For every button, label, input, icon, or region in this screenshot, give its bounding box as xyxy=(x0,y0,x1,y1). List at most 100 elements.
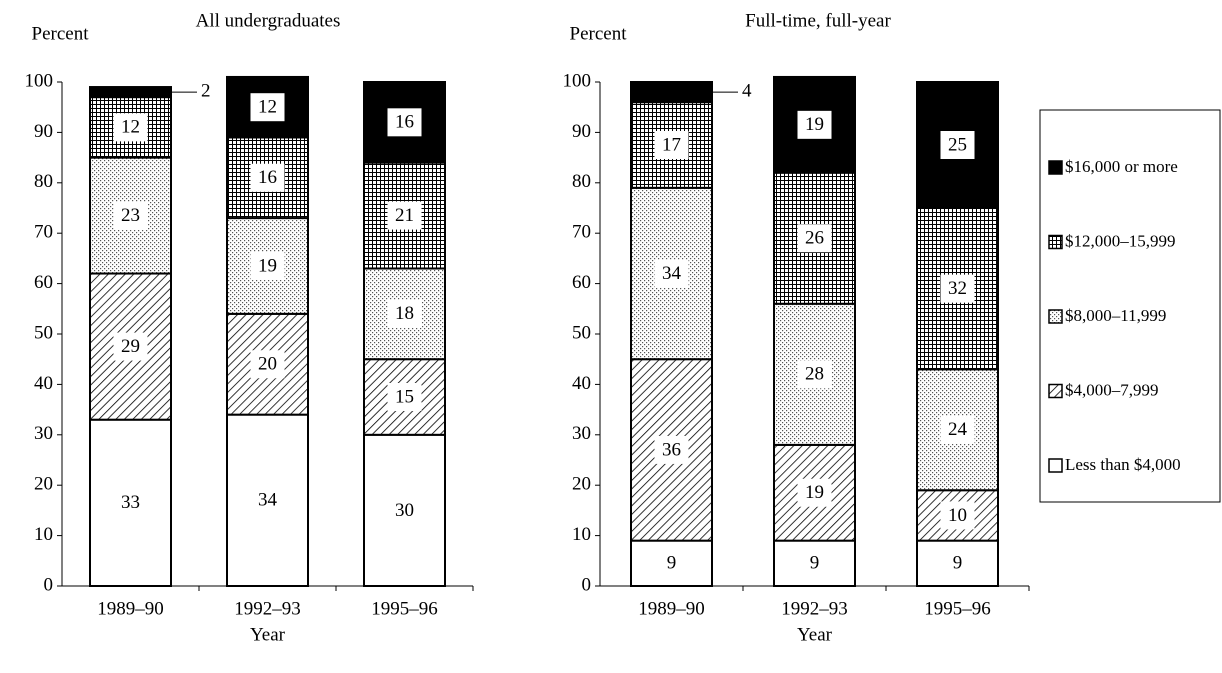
value-label: 17 xyxy=(662,134,681,155)
value-label-box xyxy=(387,108,422,137)
y-tick-label: 10 xyxy=(572,524,591,545)
value-label-box xyxy=(940,415,975,444)
value-label: 32 xyxy=(948,278,967,299)
y-axis-label: Percent xyxy=(570,23,628,44)
value-label: 9 xyxy=(667,553,677,574)
chart-title: All undergraduates xyxy=(196,10,341,31)
y-tick-label: 10 xyxy=(34,524,53,545)
y-tick-label: 30 xyxy=(572,423,591,444)
value-label-box xyxy=(113,113,148,142)
value-label-box xyxy=(797,110,832,139)
value-label: 19 xyxy=(805,482,824,503)
value-label-box xyxy=(654,131,689,159)
value-label: 15 xyxy=(395,386,414,407)
value-label: 10 xyxy=(948,505,967,526)
y-tick-label: 40 xyxy=(572,373,591,394)
value-label-box xyxy=(250,163,285,192)
value-label: 29 xyxy=(121,336,140,357)
value-label: 34 xyxy=(662,263,682,284)
value-label: 18 xyxy=(395,303,414,324)
y-tick-label: 20 xyxy=(34,474,53,495)
legend-label: $16,000 or more xyxy=(1065,157,1178,176)
value-label-box xyxy=(387,299,422,328)
value-label: 36 xyxy=(662,439,681,460)
x-tick-label: 1989–90 xyxy=(97,598,164,619)
value-label-box xyxy=(797,360,832,389)
value-label: 33 xyxy=(121,492,140,513)
legend-label: $12,000–15,999 xyxy=(1065,231,1176,250)
value-label: 16 xyxy=(258,167,277,188)
bar-segment xyxy=(916,489,999,542)
value-label-box xyxy=(250,486,285,515)
value-label: 4 xyxy=(742,80,752,101)
legend-swatch xyxy=(1048,383,1063,399)
x-tick-label: 1995–96 xyxy=(924,598,991,619)
legend-label: Less than $4,000 xyxy=(1065,455,1181,474)
value-label-box xyxy=(940,501,975,530)
x-tick-label: 1992–93 xyxy=(234,598,301,619)
value-label: 12 xyxy=(121,117,140,138)
value-label-box xyxy=(113,201,148,230)
value-label: 23 xyxy=(121,205,140,226)
y-axis-label: Percent xyxy=(32,23,90,44)
y-tick-label: 20 xyxy=(572,474,591,495)
value-label: 28 xyxy=(805,364,824,385)
x-tick-label: 1989–90 xyxy=(638,598,705,619)
value-label: 30 xyxy=(395,500,414,521)
legend-swatch xyxy=(1048,458,1063,473)
value-label: 24 xyxy=(948,419,968,440)
x-tick-label: 1995–96 xyxy=(371,598,438,619)
y-tick-label: 100 xyxy=(563,70,592,91)
value-label: 34 xyxy=(258,490,278,511)
value-label: 21 xyxy=(395,205,414,226)
chart-title: Full-time, full-year xyxy=(745,10,891,31)
value-label: 16 xyxy=(395,112,414,133)
x-axis-label: Year xyxy=(797,624,833,645)
x-tick-label: 1992–93 xyxy=(781,598,848,619)
value-label-box xyxy=(797,224,832,253)
y-tick-label: 100 xyxy=(25,70,54,91)
value-label-box xyxy=(654,549,689,578)
legend-swatch xyxy=(1048,309,1063,324)
value-label: 9 xyxy=(953,553,963,574)
value-label-box xyxy=(387,496,422,525)
y-tick-label: 70 xyxy=(34,222,53,243)
y-tick-label: 80 xyxy=(572,171,591,192)
legend-label: $8,000–11,999 xyxy=(1065,306,1166,325)
legend-label: $4,000–7,999 xyxy=(1065,380,1159,399)
y-tick-label: 90 xyxy=(572,121,591,142)
value-label-box xyxy=(654,435,689,464)
value-label-box xyxy=(797,549,832,578)
value-label: 19 xyxy=(805,114,824,135)
value-label-box xyxy=(387,383,422,411)
y-tick-label: 90 xyxy=(34,121,53,142)
legend-swatch xyxy=(1048,160,1063,175)
y-tick-label: 70 xyxy=(572,222,591,243)
y-tick-label: 60 xyxy=(34,272,53,293)
x-axis-label: Year xyxy=(250,624,286,645)
value-label-box xyxy=(940,549,975,578)
value-label-box xyxy=(113,332,148,361)
value-label-box xyxy=(940,131,975,159)
y-tick-label: 40 xyxy=(34,373,53,394)
value-label: 12 xyxy=(258,97,277,118)
y-tick-label: 80 xyxy=(34,171,53,192)
y-tick-label: 0 xyxy=(44,574,54,595)
value-label-box xyxy=(113,488,148,517)
value-label: 19 xyxy=(258,255,277,276)
y-tick-label: 30 xyxy=(34,423,53,444)
value-label-box xyxy=(250,350,285,379)
value-label-box xyxy=(250,93,285,122)
y-tick-label: 50 xyxy=(34,322,53,343)
y-tick-label: 60 xyxy=(572,272,591,293)
value-label-box xyxy=(250,251,285,280)
y-tick-label: 0 xyxy=(582,574,592,595)
legend-swatch xyxy=(1048,234,1063,250)
value-label: 26 xyxy=(805,228,824,249)
y-tick-label: 50 xyxy=(572,322,591,343)
value-label: 9 xyxy=(810,553,820,574)
bar-segment xyxy=(630,81,713,104)
legend-box xyxy=(1039,109,1221,503)
bar-segment xyxy=(89,86,172,99)
